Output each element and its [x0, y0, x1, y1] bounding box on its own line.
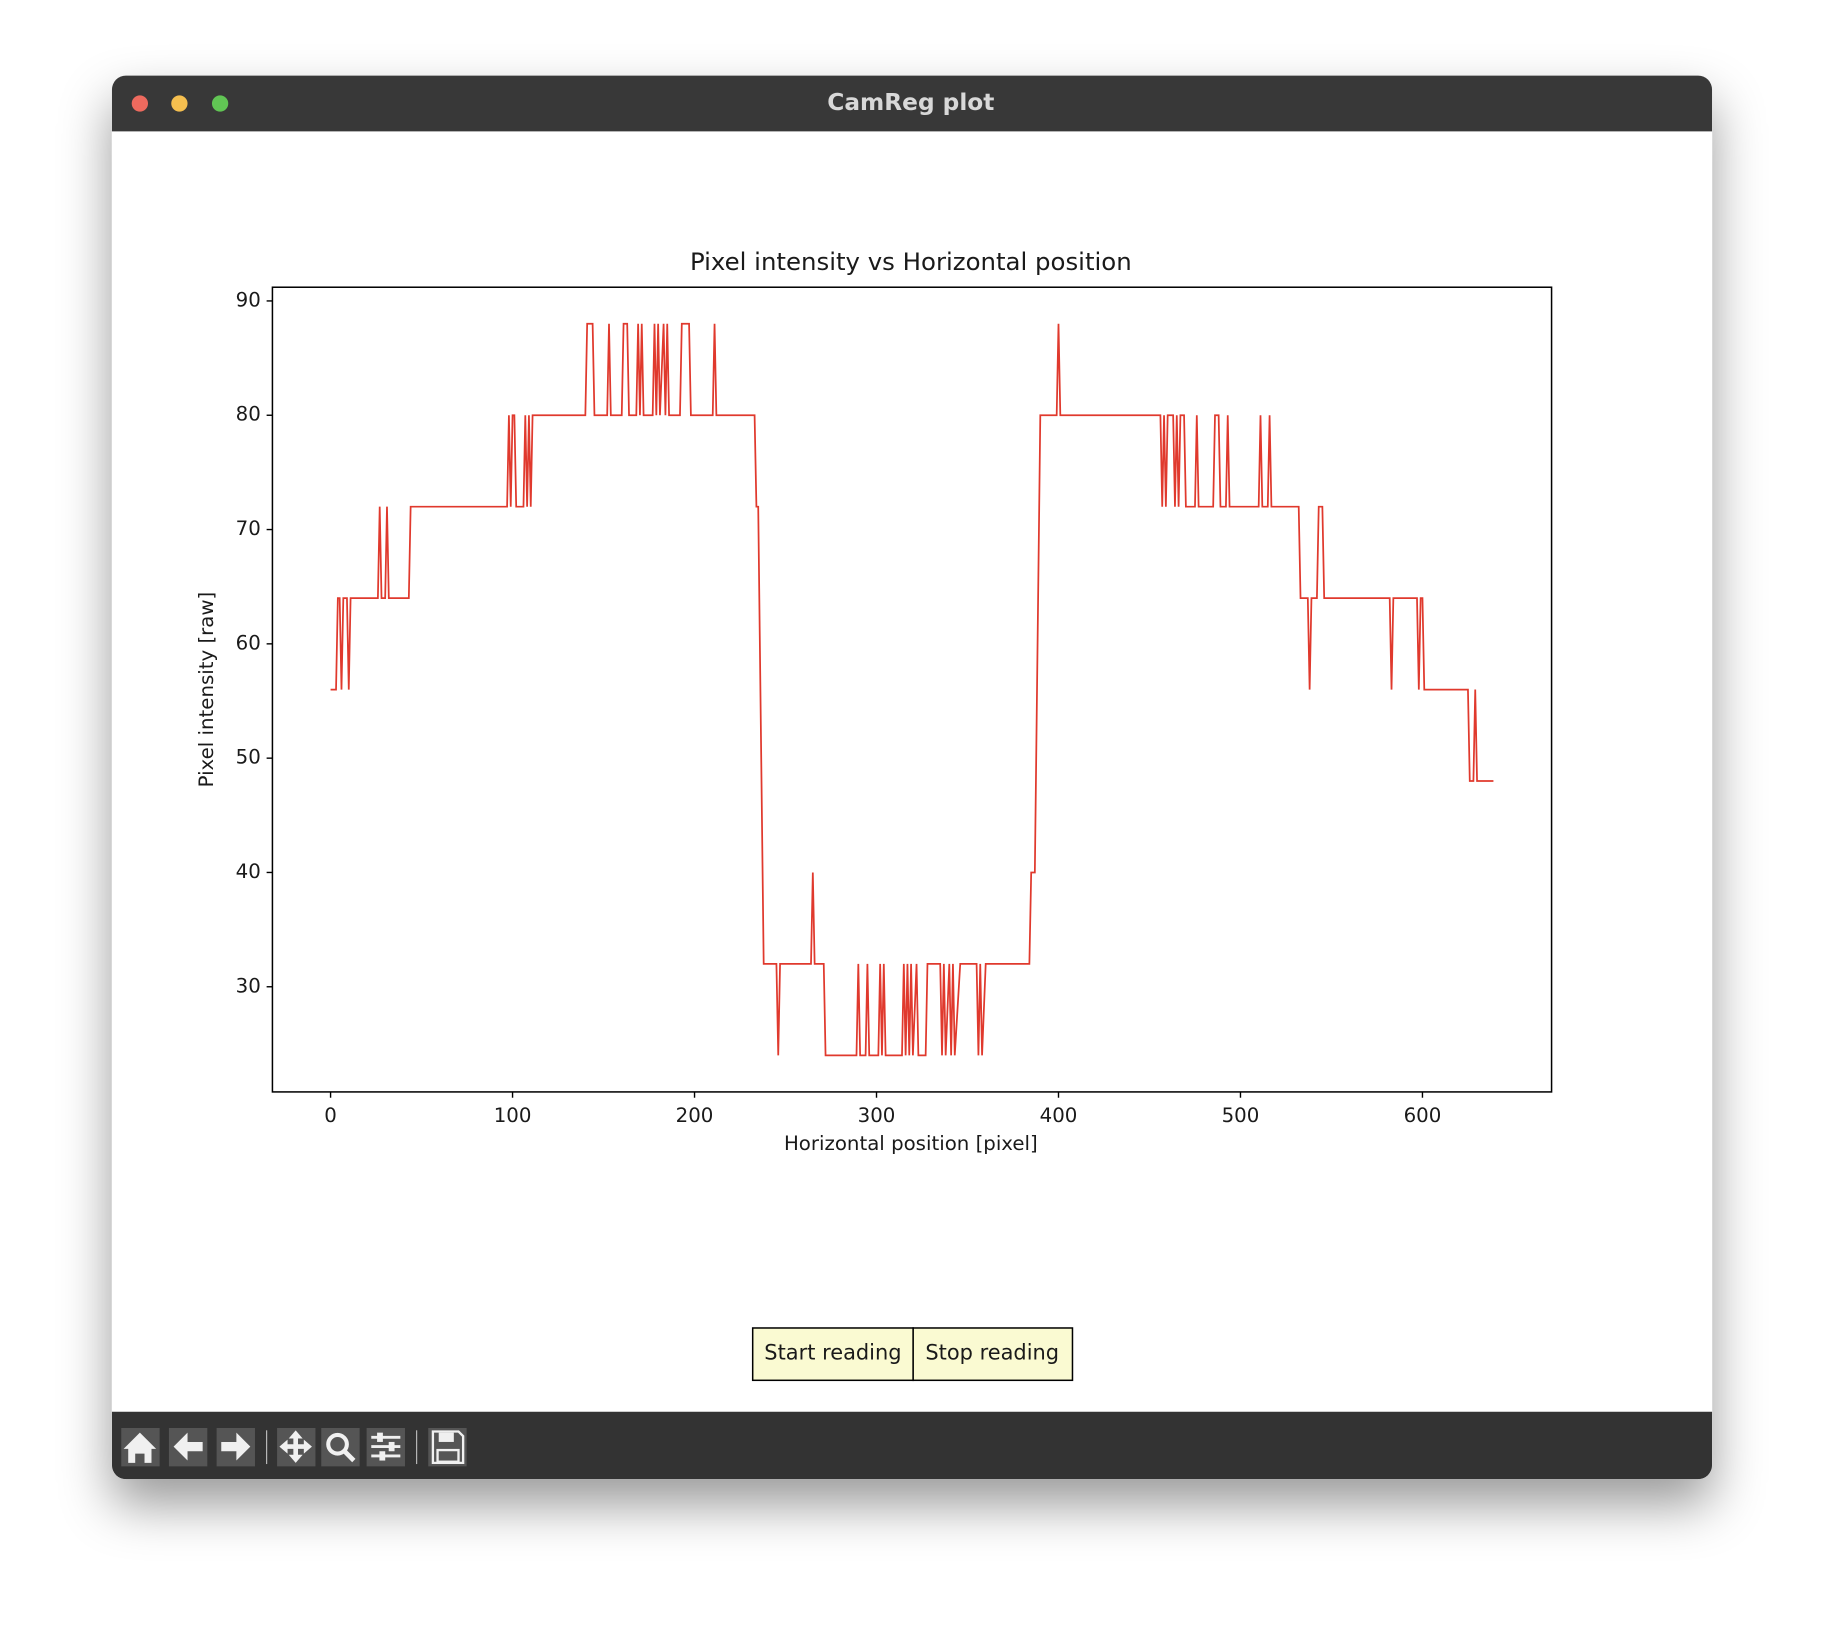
- toolbar: [111, 1411, 1713, 1480]
- stop-button[interactable]: [912, 1327, 1074, 1382]
- pan-button[interactable]: [277, 1427, 316, 1467]
- zoom-tool-button[interactable]: [321, 1427, 360, 1467]
- window: [111, 75, 1713, 1480]
- x-tick-label: 200: [676, 1104, 714, 1127]
- window-title: CamReg plot: [827, 89, 994, 116]
- y-axis-label: Pixel intensity [raw]: [195, 592, 218, 788]
- y-tick-label: 50: [236, 746, 261, 769]
- y-tick-label: 70: [236, 517, 261, 540]
- y-tick-label: 60: [236, 631, 261, 654]
- axes-frame: [271, 286, 1553, 1093]
- close-button[interactable]: [131, 95, 149, 112]
- chart-title: Pixel intensity vs Horizontal position: [690, 247, 1132, 276]
- x-tick-label: 0: [324, 1104, 337, 1127]
- y-tick-label: 90: [236, 288, 261, 311]
- zoom-button[interactable]: [211, 95, 229, 112]
- y-tick-label: 30: [236, 974, 261, 997]
- y-tick-label: 40: [236, 860, 261, 883]
- plot-area: 0 100 200 300 400 500 600 30 40 50 60 70 80 90: [236, 288, 1494, 1127]
- stop-button-label[interactable]: Stop reading: [925, 1341, 1059, 1365]
- start-button-label[interactable]: Start reading: [764, 1341, 901, 1365]
- forward-button[interactable]: [216, 1427, 255, 1467]
- configure-button[interactable]: [366, 1427, 405, 1467]
- x-tick-label: 300: [858, 1104, 896, 1127]
- save-button[interactable]: [428, 1427, 467, 1467]
- x-tick-label: 500: [1222, 1104, 1260, 1127]
- back-button[interactable]: [168, 1427, 208, 1467]
- x-axis-label: Horizontal position [pixel]: [784, 1132, 1038, 1155]
- x-tick-label: 100: [494, 1104, 532, 1127]
- title-bar: [111, 75, 1713, 132]
- home-button[interactable]: [121, 1427, 160, 1467]
- y-tick-label: 80: [236, 403, 261, 426]
- x-tick-label: 600: [1404, 1104, 1442, 1127]
- minimize-button[interactable]: [171, 95, 188, 112]
- data-line: [330, 322, 1494, 1057]
- x-tick-label: 400: [1040, 1104, 1078, 1127]
